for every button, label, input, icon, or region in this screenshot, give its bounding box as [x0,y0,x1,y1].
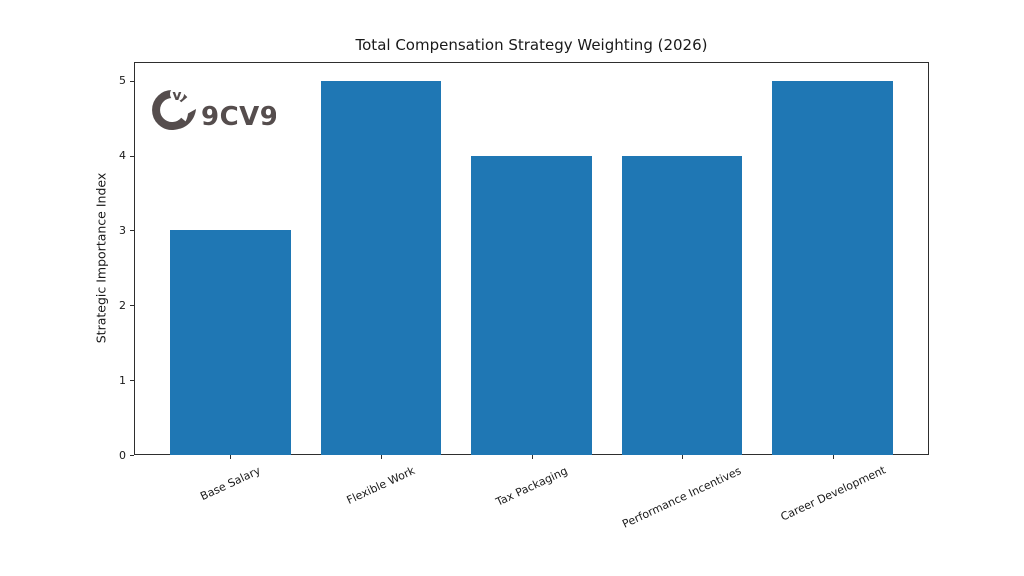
x-tick-label: Base Salary [198,464,263,504]
y-tick-mark [130,80,134,82]
bar-performance-incentives [621,155,743,455]
x-tick-mark [682,455,684,459]
x-tick-label: Performance Incentives [620,464,744,531]
y-tick-mark [130,230,134,232]
y-tick-mark [130,380,134,382]
chart-title: Total Compensation Strategy Weighting (2… [355,36,708,54]
bar-base-salary [170,230,291,455]
bar-tax-packaging [471,155,592,455]
9cv9-logo: v 9CV9 [152,87,276,132]
y-tick-label: 4 [119,149,126,163]
9cv9-logo-mark: v [152,87,196,130]
logo-brand-text: 9CV9 [201,102,276,132]
y-tick-label: 5 [119,74,126,88]
y-tick-label: 2 [119,298,126,312]
x-tick-mark [380,455,382,459]
y-tick-mark [130,155,134,157]
logo-monogram-letter: v [172,88,181,104]
y-axis-label: Strategic Importance Index [93,172,109,344]
x-tick-label: Flexible Work [344,464,417,507]
bar-career-development [772,80,893,455]
bar-flexible-work [320,80,442,455]
x-tick-mark [832,455,834,459]
y-tick-label: 3 [119,223,126,237]
x-tick-label: Career Development [778,463,888,525]
y-tick-label: 1 [119,373,126,387]
x-tick-mark [230,455,232,459]
y-tick-label: 0 [119,448,126,462]
logo-comma-icon [179,109,196,129]
x-tick-mark [531,455,533,459]
y-tick-mark [130,305,134,307]
y-tick-mark [130,455,134,456]
logo-notch [170,87,184,101]
x-tick-label: Tax Packaging [493,463,570,509]
